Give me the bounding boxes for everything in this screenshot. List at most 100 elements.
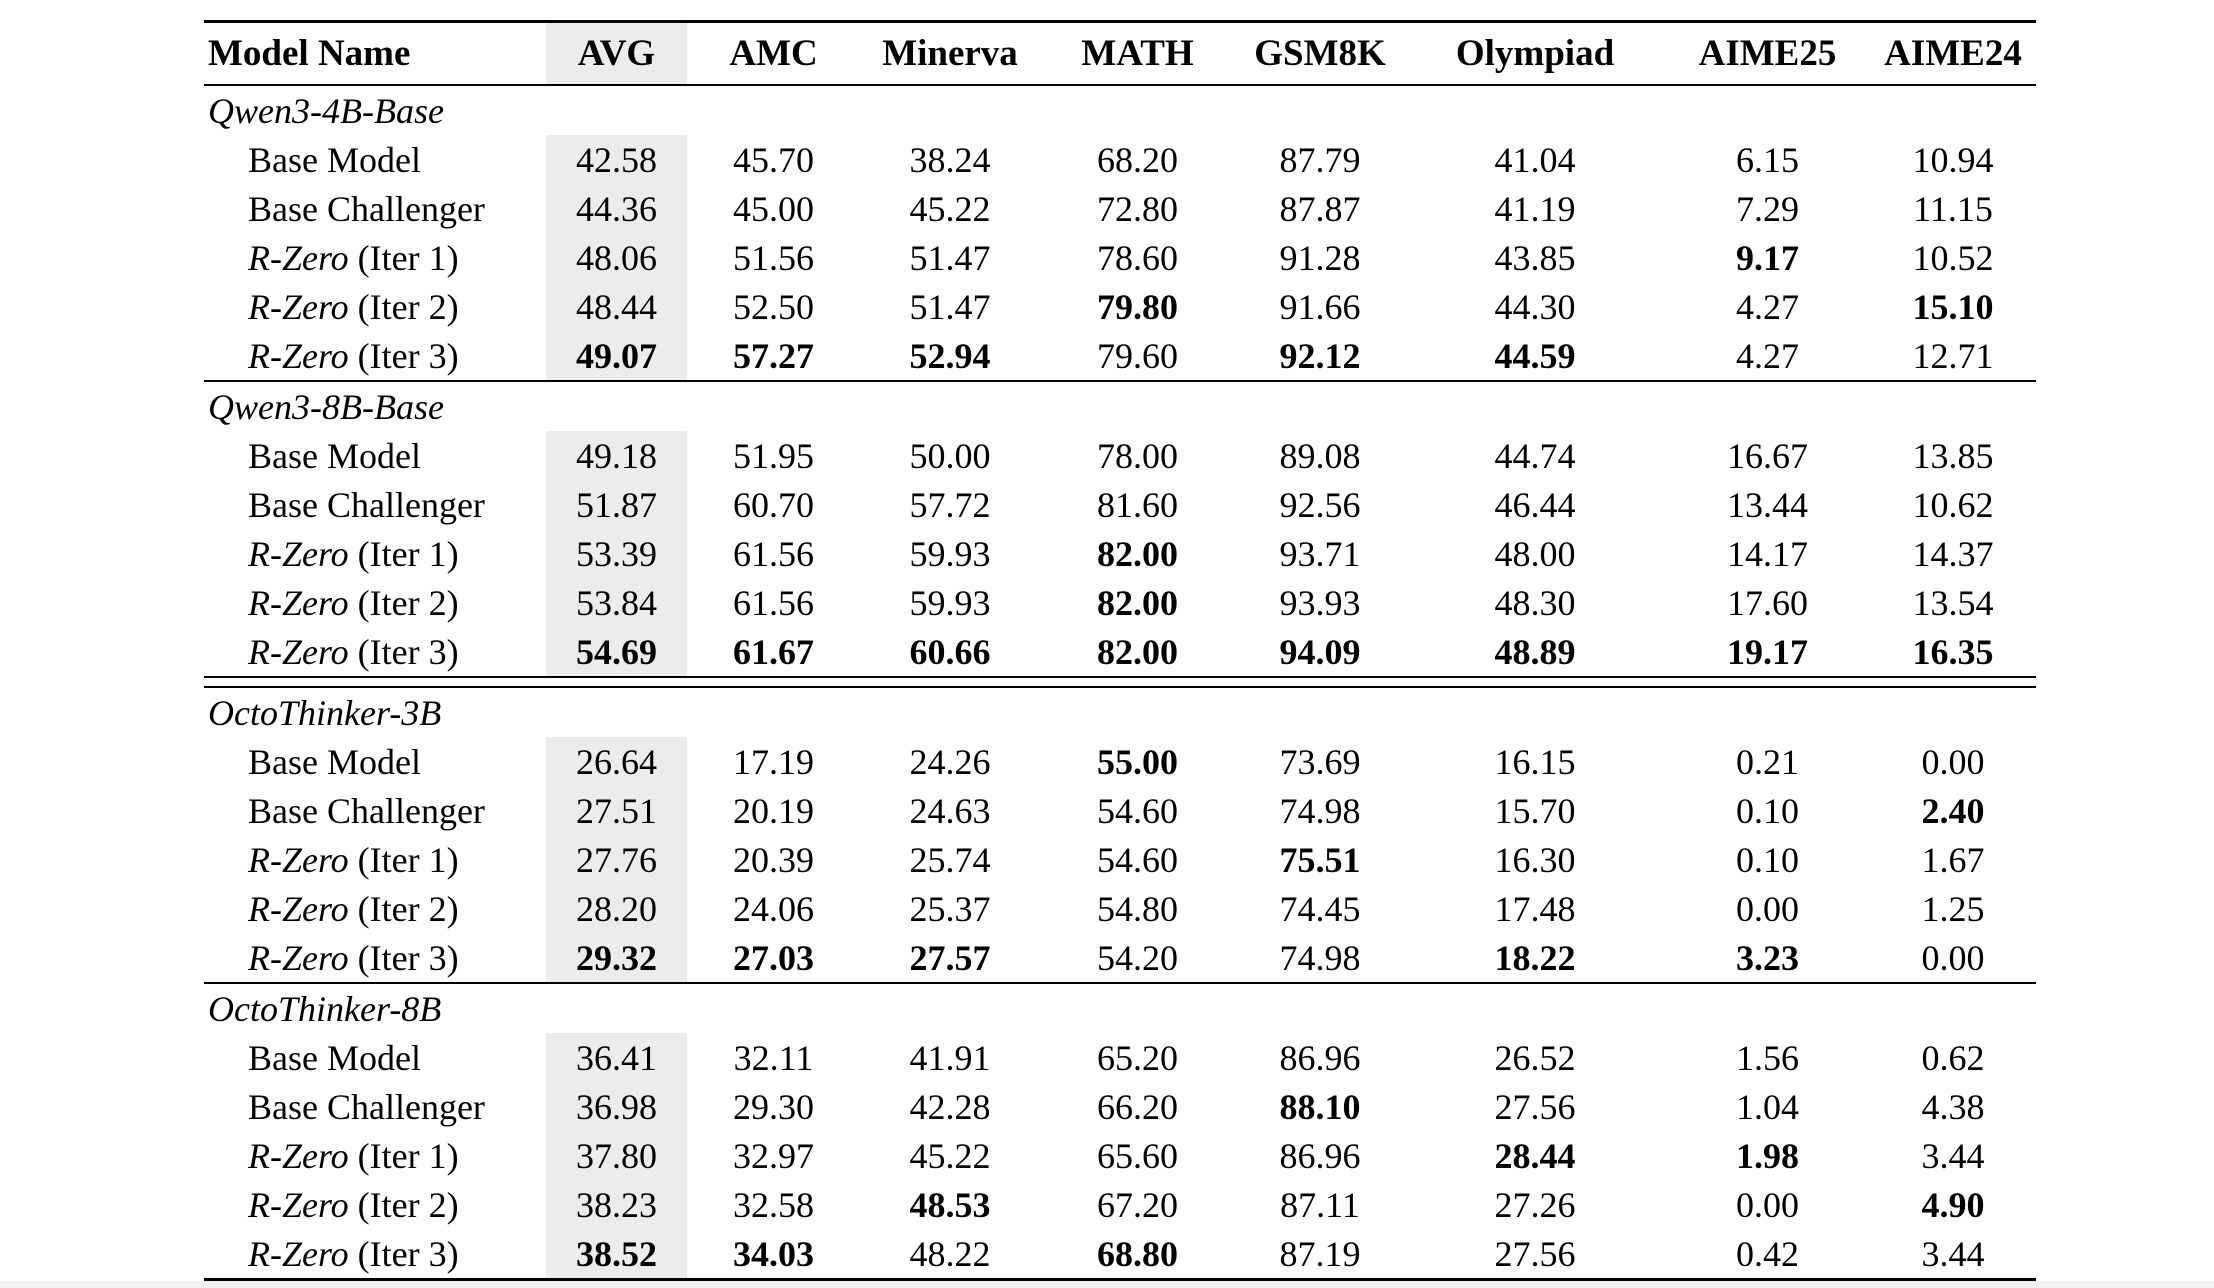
column-header-minerva: Minerva <box>882 33 1018 74</box>
group-name: Qwen3-8B-Base <box>208 386 444 427</box>
table-row: R-Zero (Iter 1) 53.39 61.56 59.93 82.00 93.71… <box>204 529 2036 578</box>
column-header-aime24: AIME24 <box>1884 33 2022 74</box>
value-cell: 79.80 <box>1097 286 1178 327</box>
group-separator-rule <box>204 380 2036 382</box>
value-cell: 3.44 <box>1921 1233 1985 1274</box>
value-cell: 86.96 <box>1279 1135 1361 1176</box>
column-header-amc: AMC <box>729 33 818 74</box>
value-cell: 87.87 <box>1279 188 1361 229</box>
row-label-method: R-Zero <box>248 1184 349 1225</box>
value-cell: 26.52 <box>1494 1037 1576 1078</box>
value-cell: 28.20 <box>546 884 687 933</box>
value-cell: 2.40 <box>1921 790 1985 831</box>
value-cell: 13.44 <box>1727 484 1808 525</box>
row-label: Base Challenger <box>204 184 546 233</box>
row-label: R-Zero (Iter 2) <box>204 578 546 627</box>
value-cell: 44.36 <box>546 184 687 233</box>
value-cell: 41.91 <box>909 1037 991 1078</box>
value-cell: 27.03 <box>733 937 814 978</box>
value-cell: 48.44 <box>546 282 687 331</box>
value-cell: 82.00 <box>1097 533 1178 574</box>
table-row: Base Model 36.41 32.11 41.91 65.20 86.96 26.52… <box>204 1033 2036 1082</box>
value-cell: 54.60 <box>1097 790 1178 831</box>
value-cell: 68.20 <box>1097 139 1178 180</box>
value-cell: 15.10 <box>1912 286 1994 327</box>
row-label: Base Challenger <box>204 786 546 835</box>
column-header-aime25: AIME25 <box>1698 33 1837 74</box>
value-cell: 16.67 <box>1727 435 1808 476</box>
value-cell: 51.47 <box>909 237 991 278</box>
value-cell: 26.64 <box>546 737 687 786</box>
header-rule <box>204 84 2036 86</box>
value-cell: 17.48 <box>1494 888 1576 929</box>
value-cell: 10.52 <box>1912 237 1994 278</box>
table-row: R-Zero (Iter 1) 48.06 51.56 51.47 78.60 91.28… <box>204 233 2036 282</box>
value-cell: 1.04 <box>1736 1086 1799 1127</box>
value-cell: 7.29 <box>1736 188 1799 229</box>
column-header-avg: AVG <box>546 23 687 84</box>
column-header-olympiad: Olympiad <box>1455 33 1615 74</box>
value-cell: 48.06 <box>546 233 687 282</box>
value-cell: 50.00 <box>909 435 991 476</box>
benchmark-results-table: Model Name AVG AMC Minerva MATH GSM8K Ol… <box>204 20 2036 1281</box>
value-cell: 67.20 <box>1097 1184 1178 1225</box>
value-cell: 61.56 <box>733 533 814 574</box>
value-cell: 1.67 <box>1921 839 1985 880</box>
row-label: R-Zero (Iter 3) <box>204 627 546 676</box>
value-cell: 46.44 <box>1494 484 1576 525</box>
value-cell: 15.70 <box>1494 790 1576 831</box>
row-label-method: R-Zero <box>248 533 349 574</box>
value-cell: 0.00 <box>1921 741 1985 782</box>
group-separator-double-rule <box>204 676 2036 688</box>
row-label-text: Base Challenger <box>248 1086 485 1127</box>
value-cell: 65.20 <box>1097 1037 1178 1078</box>
value-cell: 48.53 <box>909 1184 991 1225</box>
table-row: Base Model 26.64 17.19 24.26 55.00 73.69 16.15… <box>204 737 2036 786</box>
value-cell: 14.37 <box>1912 533 1994 574</box>
value-cell: 9.17 <box>1736 237 1799 278</box>
table-row: Base Model 42.58 45.70 38.24 68.20 87.79 41.04… <box>204 135 2036 184</box>
value-cell: 27.57 <box>909 937 991 978</box>
value-cell: 0.00 <box>1736 888 1799 929</box>
value-cell: 54.20 <box>1097 937 1178 978</box>
value-cell: 11.15 <box>1913 188 1993 229</box>
value-cell: 38.24 <box>909 139 991 180</box>
column-header-math: MATH <box>1081 33 1194 74</box>
value-cell: 60.66 <box>909 631 991 672</box>
value-cell: 4.27 <box>1736 286 1799 327</box>
table-row: R-Zero (Iter 2) 53.84 61.56 59.93 82.00 93.93… <box>204 578 2036 627</box>
table-top-rule <box>204 20 2036 23</box>
row-label-text: Base Model <box>248 1037 421 1078</box>
group-name: Qwen3-4B-Base <box>208 90 444 131</box>
value-cell: 18.22 <box>1494 937 1576 978</box>
value-cell: 0.62 <box>1921 1037 1985 1078</box>
column-header-gsm8k: GSM8K <box>1254 33 1386 74</box>
value-cell: 20.19 <box>733 790 814 831</box>
value-cell: 45.00 <box>733 188 814 229</box>
value-cell: 25.74 <box>909 839 991 880</box>
row-label-method: R-Zero <box>248 888 349 929</box>
row-label: Base Model <box>204 1033 546 1082</box>
value-cell: 16.30 <box>1494 839 1576 880</box>
value-cell: 0.00 <box>1921 937 1985 978</box>
value-cell: 38.23 <box>546 1180 687 1229</box>
value-cell: 93.93 <box>1279 582 1361 623</box>
group-label-row: OctoThinker-3B <box>204 688 2036 737</box>
group-label-row: Qwen3-4B-Base <box>204 86 2036 135</box>
value-cell: 74.45 <box>1279 888 1361 929</box>
value-cell: 45.22 <box>909 188 991 229</box>
table-body: Qwen3-4B-Base Base Model 42.58 45.70 38.24 68… <box>204 86 2036 1281</box>
value-cell: 1.56 <box>1736 1037 1799 1078</box>
table-row: Base Model 49.18 51.95 50.00 78.00 89.08 44.74… <box>204 431 2036 480</box>
row-label: R-Zero (Iter 1) <box>204 529 546 578</box>
value-cell: 19.17 <box>1727 631 1808 672</box>
value-cell: 13.85 <box>1912 435 1994 476</box>
row-label-text: (Iter 1) <box>348 839 459 880</box>
value-cell: 51.87 <box>546 480 687 529</box>
page-bottom-strip <box>0 1281 2214 1288</box>
row-label-method: R-Zero <box>248 1233 349 1274</box>
value-cell: 68.80 <box>1097 1233 1178 1274</box>
value-cell: 74.98 <box>1279 937 1361 978</box>
value-cell: 16.35 <box>1912 631 1994 672</box>
